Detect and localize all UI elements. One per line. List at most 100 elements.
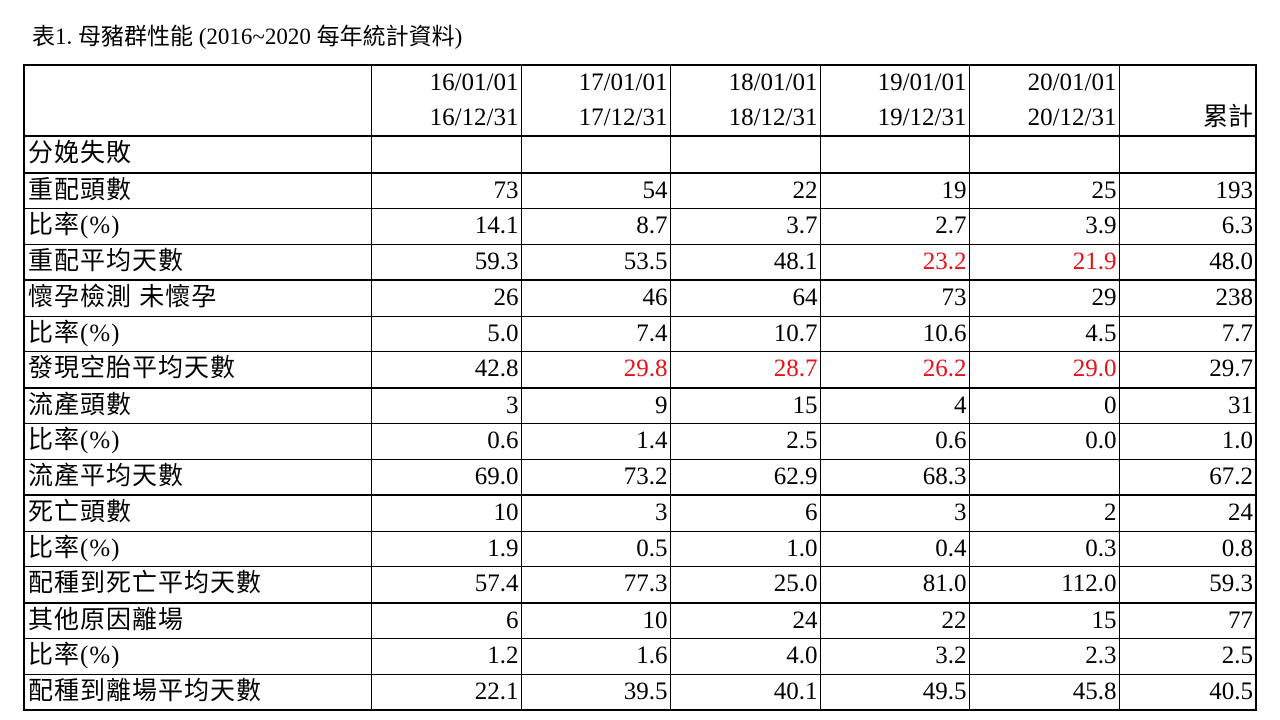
table-cell: 7.7	[1118, 315, 1257, 352]
table-cell: 3.7	[669, 208, 821, 245]
table-cell: 1.6	[520, 638, 671, 675]
table-row: 重配平均天數 59.3 53.5 48.1 23.2 21.9 48.0	[23, 243, 1257, 281]
table-cell: 3.2	[819, 638, 970, 675]
header-row-end: 16/12/31 17/12/31 18/12/31 19/12/31 20/12/31…	[23, 100, 1257, 137]
header-corner-cell	[23, 64, 372, 101]
header-start-date: 19/01/01	[819, 64, 970, 101]
header-corner-cell	[23, 100, 372, 137]
table-cell: 29.7	[1118, 351, 1257, 388]
table-cell: 59.3	[1118, 566, 1257, 603]
table-cell: 3	[819, 494, 970, 532]
row-label: 比率(%)	[23, 638, 372, 675]
table-cell: 8.7	[520, 208, 671, 245]
table-cell: 46	[520, 279, 671, 317]
table-cell: 2.3	[968, 638, 1120, 675]
table-cell: 29.0	[968, 351, 1120, 388]
table-cell	[370, 135, 522, 173]
table-cell: 45.8	[968, 673, 1120, 711]
row-label: 配種到死亡平均天數	[23, 566, 372, 603]
table-cell: 3.9	[968, 208, 1120, 245]
table-cell: 19	[819, 171, 970, 209]
table-cell: 3	[520, 494, 671, 532]
table-cell: 10	[370, 494, 522, 532]
table-cell: 25.0	[669, 566, 821, 603]
table-cell: 39.5	[520, 673, 671, 711]
table-cell: 6	[669, 494, 821, 532]
table-cell: 29.8	[520, 351, 671, 388]
header-start-date	[1118, 64, 1257, 101]
row-label: 重配平均天數	[23, 243, 372, 281]
table-cell	[819, 135, 970, 173]
table-cell: 0.8	[1118, 530, 1257, 567]
row-label: 流產頭數	[23, 386, 372, 424]
table-cell: 10.6	[819, 315, 970, 352]
header-end-date: 18/12/31	[669, 100, 821, 137]
table-cell: 73	[819, 279, 970, 317]
row-label: 流產平均天數	[23, 458, 372, 496]
table-cell: 1.2	[370, 638, 522, 675]
table-cell: 62.9	[669, 458, 821, 496]
table-row: 比率(%) 1.9 0.5 1.0 0.4 0.3 0.8	[23, 530, 1257, 567]
row-label: 其他原因離場	[23, 601, 372, 639]
table-cell: 2.5	[669, 423, 821, 460]
table-cell: 22.1	[370, 673, 522, 711]
table-cell: 26.2	[819, 351, 970, 388]
table-cell: 28.7	[669, 351, 821, 388]
row-label: 死亡頭數	[23, 494, 372, 532]
table-cell: 2	[968, 494, 1120, 532]
table-cell: 29	[968, 279, 1120, 317]
table-row: 比率(%) 1.2 1.6 4.0 3.2 2.3 2.5	[23, 638, 1257, 675]
table-cell: 14.1	[370, 208, 522, 245]
table-row: 配種到離場平均天數 22.1 39.5 40.1 49.5 45.8 40.5	[23, 673, 1257, 711]
table-cell: 53.5	[520, 243, 671, 281]
table-cell: 1.0	[1118, 423, 1257, 460]
table-cell: 1.4	[520, 423, 671, 460]
table-cell: 24	[669, 601, 821, 639]
table-cell: 73	[370, 171, 522, 209]
table-cell: 0.5	[520, 530, 671, 567]
table-cell: 1.0	[669, 530, 821, 567]
row-label: 比率(%)	[23, 208, 372, 245]
row-label: 分娩失敗	[23, 135, 372, 173]
header-start-date: 16/01/01	[370, 64, 522, 101]
table-cell: 23.2	[819, 243, 970, 281]
table-cell: 54	[520, 171, 671, 209]
table-cell: 21.9	[968, 243, 1120, 281]
table-cell	[520, 135, 671, 173]
table-cell: 112.0	[968, 566, 1120, 603]
table-cell: 4.5	[968, 315, 1120, 352]
table-cell: 77	[1118, 601, 1257, 639]
header-start-date: 20/01/01	[968, 64, 1120, 101]
row-label: 發現空胎平均天數	[23, 351, 372, 388]
table-cell: 0.6	[370, 423, 522, 460]
table-cell	[968, 135, 1120, 173]
table-cell: 15	[968, 601, 1120, 639]
table-cell: 1.9	[370, 530, 522, 567]
table-cell: 64	[669, 279, 821, 317]
row-label: 比率(%)	[23, 315, 372, 352]
table-cell: 31	[1118, 386, 1257, 424]
table-cell: 59.3	[370, 243, 522, 281]
table-row: 流產平均天數 69.0 73.2 62.9 68.3 67.2	[23, 458, 1257, 496]
table-cell: 73.2	[520, 458, 671, 496]
table-cell: 4.0	[669, 638, 821, 675]
table-cell: 0.4	[819, 530, 970, 567]
table-cell: 5.0	[370, 315, 522, 352]
table-cell: 48.1	[669, 243, 821, 281]
table-cell: 57.4	[370, 566, 522, 603]
table-cell: 6	[370, 601, 522, 639]
table-cell: 40.5	[1118, 673, 1257, 711]
table-cell: 2.5	[1118, 638, 1257, 675]
header-start-date: 18/01/01	[669, 64, 821, 101]
table-cell	[669, 135, 821, 173]
table-cell: 81.0	[819, 566, 970, 603]
table-row: 重配頭數 73 54 22 19 25 193	[23, 171, 1257, 209]
table-row: 死亡頭數 10 3 6 3 2 24	[23, 494, 1257, 532]
table-cell: 22	[669, 171, 821, 209]
table-cell: 193	[1118, 171, 1257, 209]
row-label: 重配頭數	[23, 171, 372, 209]
table-cell: 9	[520, 386, 671, 424]
row-label: 比率(%)	[23, 423, 372, 460]
table-title: 表1. 母豬群性能 (2016~2020 每年統計資料)	[32, 24, 463, 49]
table-cell: 22	[819, 601, 970, 639]
